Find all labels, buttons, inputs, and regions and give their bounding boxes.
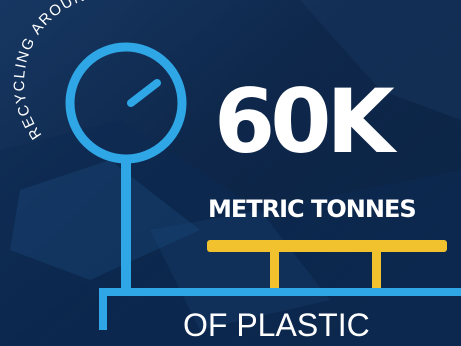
headline-value: 60K	[214, 70, 395, 173]
unit-label: METRIC TONNES	[208, 195, 417, 223]
material-label: OF PLASTIC	[183, 307, 370, 343]
